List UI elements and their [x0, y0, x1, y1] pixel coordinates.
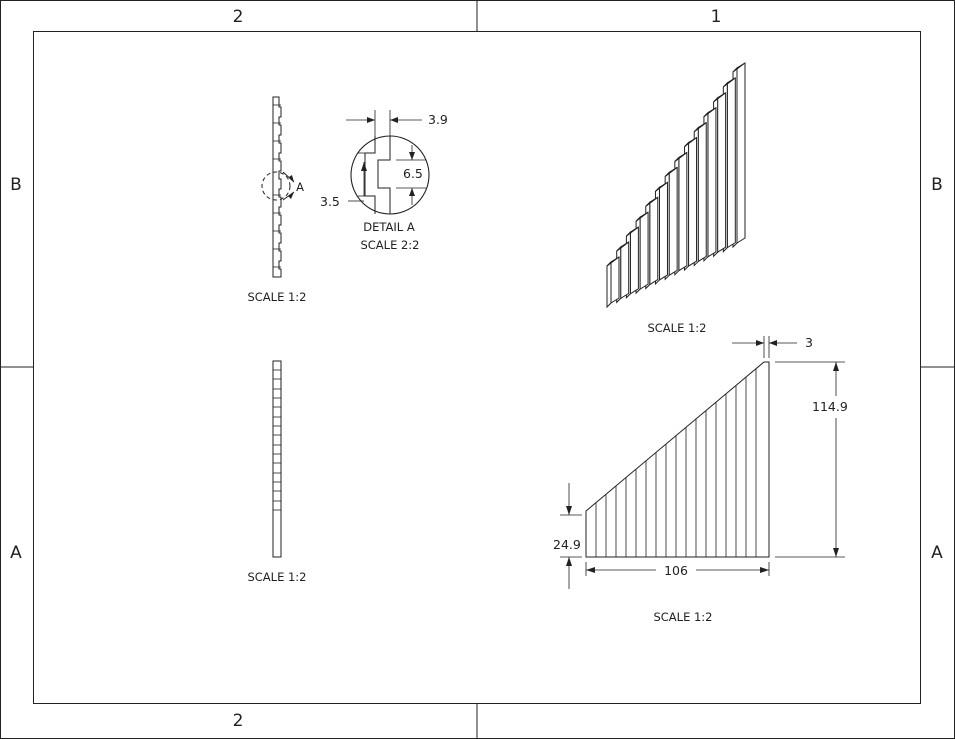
zone-label-left-b: B: [10, 175, 22, 195]
scale-label-front: SCALE 1:2: [653, 610, 712, 624]
detail-dim-width: 3.9: [428, 112, 448, 127]
scale-label-side-top: SCALE 1:2: [247, 290, 306, 304]
front-dim-left: 24.9: [553, 537, 581, 552]
front-dim-top: 3: [805, 335, 813, 350]
front-dim-height: 114.9: [812, 399, 848, 414]
scale-label-side-bottom: SCALE 1:2: [247, 570, 306, 584]
front-view-dimensions: [560, 336, 845, 589]
inner-border: [33, 31, 921, 704]
zone-label-top-right: 1: [711, 7, 722, 27]
side-view-bottom: [272, 360, 282, 558]
zone-label-bottom-left: 2: [233, 711, 244, 731]
zone-label-right-b: B: [931, 175, 943, 195]
isometric-view: [606, 62, 746, 309]
scale-label-isometric: SCALE 1:2: [647, 321, 706, 335]
detail-callout-label: A: [296, 180, 304, 194]
detail-scale: SCALE 2:2: [360, 238, 419, 252]
front-view: [585, 361, 770, 558]
detail-dim-height: 6.5: [403, 166, 423, 181]
detail-a-view: [346, 110, 430, 215]
zone-label-left-a: A: [10, 543, 22, 563]
detail-dim-gap: 3.5: [320, 194, 340, 209]
front-dim-width: 106: [664, 563, 688, 578]
zone-label-top-left: 2: [233, 7, 244, 27]
zone-label-right-a: A: [931, 543, 943, 563]
detail-title: DETAIL A: [363, 220, 415, 234]
side-view-top: [261, 96, 295, 278]
